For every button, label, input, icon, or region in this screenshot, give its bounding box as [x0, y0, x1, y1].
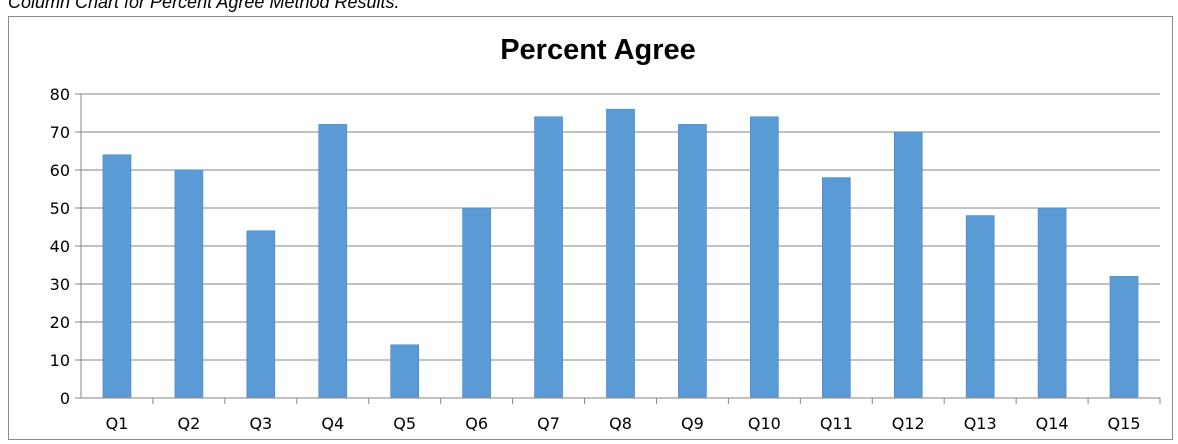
x-tick-label: Q12	[892, 414, 925, 433]
bar-q2	[174, 169, 204, 399]
x-tick-label: Q9	[681, 414, 704, 433]
x-tick-label: Q2	[178, 414, 201, 433]
bar-q15	[1109, 276, 1139, 399]
y-tick-label: 50	[50, 199, 70, 218]
x-tick-label: Q6	[465, 414, 488, 433]
chart-title: Percent Agree	[500, 34, 696, 66]
bar-q13	[965, 215, 995, 399]
x-tick-label: Q14	[1036, 414, 1069, 433]
x-tick-label: Q8	[609, 414, 632, 433]
bar-q12	[893, 131, 923, 399]
y-tick-label: 0	[60, 389, 70, 408]
bar-q1	[102, 154, 132, 399]
x-tick-label: Q1	[106, 414, 129, 433]
y-tick-label: 30	[50, 275, 70, 294]
bar-q14	[1037, 207, 1067, 399]
bar-q10	[750, 116, 779, 399]
bar-q3	[246, 230, 276, 399]
x-tick-label: Q4	[321, 414, 344, 433]
bar-q11	[821, 177, 851, 399]
y-tick-label: 40	[50, 237, 70, 256]
y-tick-label: 20	[50, 313, 70, 332]
x-tick-label: Q7	[537, 414, 560, 433]
x-tick-label: Q10	[748, 414, 781, 433]
y-tick-label: 60	[50, 161, 70, 180]
y-tick-label: 80	[50, 85, 70, 104]
bar-q7	[534, 116, 563, 399]
y-tick-label: 70	[50, 123, 70, 142]
figure-caption: Column Chart for Percent Agree Method Re…	[8, 0, 400, 12]
x-tick-label: Q11	[820, 414, 853, 433]
bar-q9	[678, 124, 707, 399]
bar-q8	[606, 108, 635, 399]
bar-q5	[390, 344, 420, 399]
x-tick-label: Q13	[964, 414, 997, 433]
bars	[102, 108, 1139, 399]
y-tick-label: 10	[50, 351, 70, 370]
y-tick-labels: 0 10 20 30 40 50 60 70 80	[50, 85, 70, 408]
x-tick-labels: Q1 Q2 Q3 Q4 Q5 Q6 Q7 Q8 Q9 Q10 Q11 Q12 Q13 Q14 Q15	[106, 414, 1141, 433]
x-tick-label: Q3	[249, 414, 272, 433]
x-tick-label: Q5	[393, 414, 416, 433]
axes	[75, 93, 1161, 404]
x-tick-label: Q15	[1108, 414, 1141, 433]
bar-q6	[462, 207, 491, 399]
bar-q4	[318, 124, 348, 399]
